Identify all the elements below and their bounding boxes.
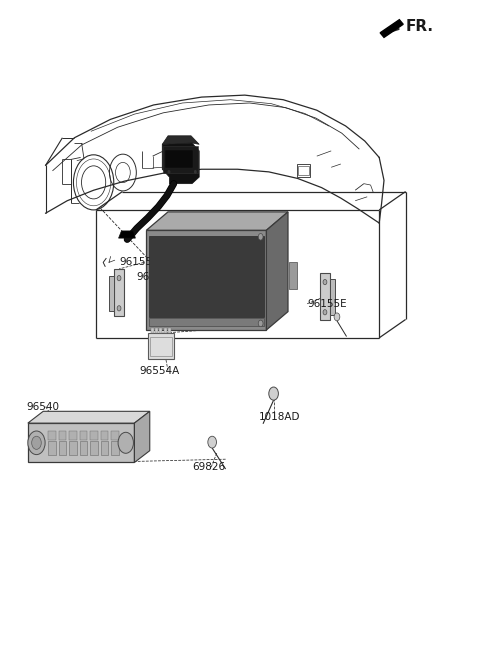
Circle shape <box>118 432 133 453</box>
Circle shape <box>323 310 327 315</box>
Bar <box>28 423 134 462</box>
Bar <box>297 164 310 177</box>
Bar <box>111 441 119 455</box>
Circle shape <box>194 170 197 174</box>
Bar <box>289 262 297 289</box>
Polygon shape <box>162 136 199 144</box>
Bar <box>165 150 193 168</box>
Bar <box>150 337 172 356</box>
Bar <box>109 276 114 311</box>
Bar <box>59 431 66 440</box>
Bar <box>101 431 108 440</box>
Bar <box>151 328 154 333</box>
Bar <box>164 328 167 333</box>
Circle shape <box>323 279 327 285</box>
Circle shape <box>28 431 45 455</box>
Text: FR.: FR. <box>406 19 433 33</box>
Polygon shape <box>119 231 135 238</box>
Bar <box>155 328 158 333</box>
Text: 96540: 96540 <box>26 401 60 412</box>
Bar <box>59 441 66 455</box>
Bar <box>48 431 56 440</box>
Bar <box>69 441 77 455</box>
Circle shape <box>32 436 41 449</box>
Bar <box>90 441 98 455</box>
Bar <box>149 236 264 317</box>
Bar <box>114 269 124 316</box>
Circle shape <box>117 306 121 311</box>
Bar <box>146 230 266 330</box>
Circle shape <box>269 387 278 400</box>
Text: 69826: 69826 <box>192 462 225 472</box>
Circle shape <box>334 313 340 321</box>
Text: 96155E: 96155E <box>307 298 347 309</box>
Bar <box>111 431 119 440</box>
Bar <box>163 146 198 173</box>
Text: 96155D: 96155D <box>119 257 160 268</box>
Polygon shape <box>266 212 288 330</box>
Bar <box>168 328 171 333</box>
Circle shape <box>208 436 216 448</box>
Bar <box>48 441 56 455</box>
Bar <box>80 431 87 440</box>
Bar <box>330 279 335 315</box>
Bar <box>149 318 264 326</box>
Bar <box>90 431 98 440</box>
Bar <box>298 166 309 175</box>
Circle shape <box>168 170 170 174</box>
Polygon shape <box>162 143 199 184</box>
Text: 96560F: 96560F <box>137 272 176 283</box>
Bar <box>320 273 330 320</box>
Polygon shape <box>146 212 288 230</box>
Circle shape <box>258 320 263 327</box>
Polygon shape <box>28 411 150 423</box>
Polygon shape <box>380 20 403 37</box>
Text: 96554A: 96554A <box>139 365 180 376</box>
Bar <box>101 441 108 455</box>
Bar <box>148 333 174 359</box>
Circle shape <box>117 276 121 281</box>
Circle shape <box>258 234 263 240</box>
Bar <box>69 431 77 440</box>
Bar <box>159 328 162 333</box>
Text: 1018AD: 1018AD <box>259 411 300 422</box>
Bar <box>80 441 87 455</box>
Polygon shape <box>134 411 150 462</box>
